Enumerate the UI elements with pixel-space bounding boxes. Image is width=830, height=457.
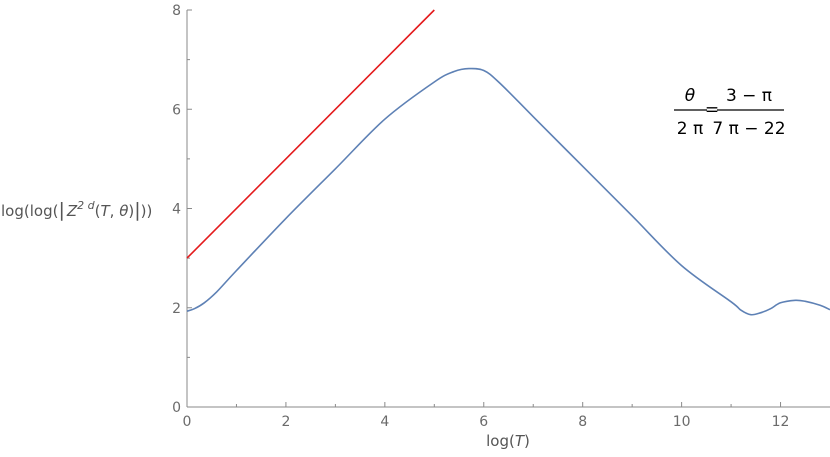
annotation-equals: = (705, 100, 719, 120)
x-tick-label: 10 (673, 414, 691, 430)
y-tick-label: 0 (172, 400, 181, 416)
y-tick-label: 4 (172, 202, 181, 218)
x-axis-label: log(T) (486, 432, 530, 450)
x-tick-label: 8 (578, 414, 587, 430)
x-tick-label: 12 (772, 414, 790, 430)
series-group (186, 9, 830, 316)
theta-annotation: θ 2 π = 3 − π 7 π − 22 (674, 86, 786, 139)
annotation-lhs-num: θ (685, 86, 696, 106)
axes (186, 10, 830, 408)
annotation-lhs-den: 2 π (677, 119, 703, 139)
annotation-rhs-num: 3 − π (726, 86, 772, 106)
x-tick-label: 4 (380, 414, 389, 430)
series-line-1 (186, 67, 830, 316)
x-ticks: 0 2 4 6 8 10 12 (183, 402, 790, 430)
y-tick-label: 6 (172, 102, 181, 118)
y-axis-label: log(log(| Z2 d(T, θ)|)) (1, 199, 152, 221)
y-ticks: 0 2 4 6 8 (172, 3, 192, 416)
series-line-0 (186, 9, 435, 259)
x-tick-label: 6 (479, 414, 488, 430)
annotation-rhs-den: 7 π − 22 (712, 119, 785, 139)
x-tick-label: 2 (281, 414, 290, 430)
y-tick-label: 8 (172, 3, 181, 19)
y-tick-label: 2 (172, 301, 181, 317)
x-tick-label: 0 (183, 414, 192, 430)
